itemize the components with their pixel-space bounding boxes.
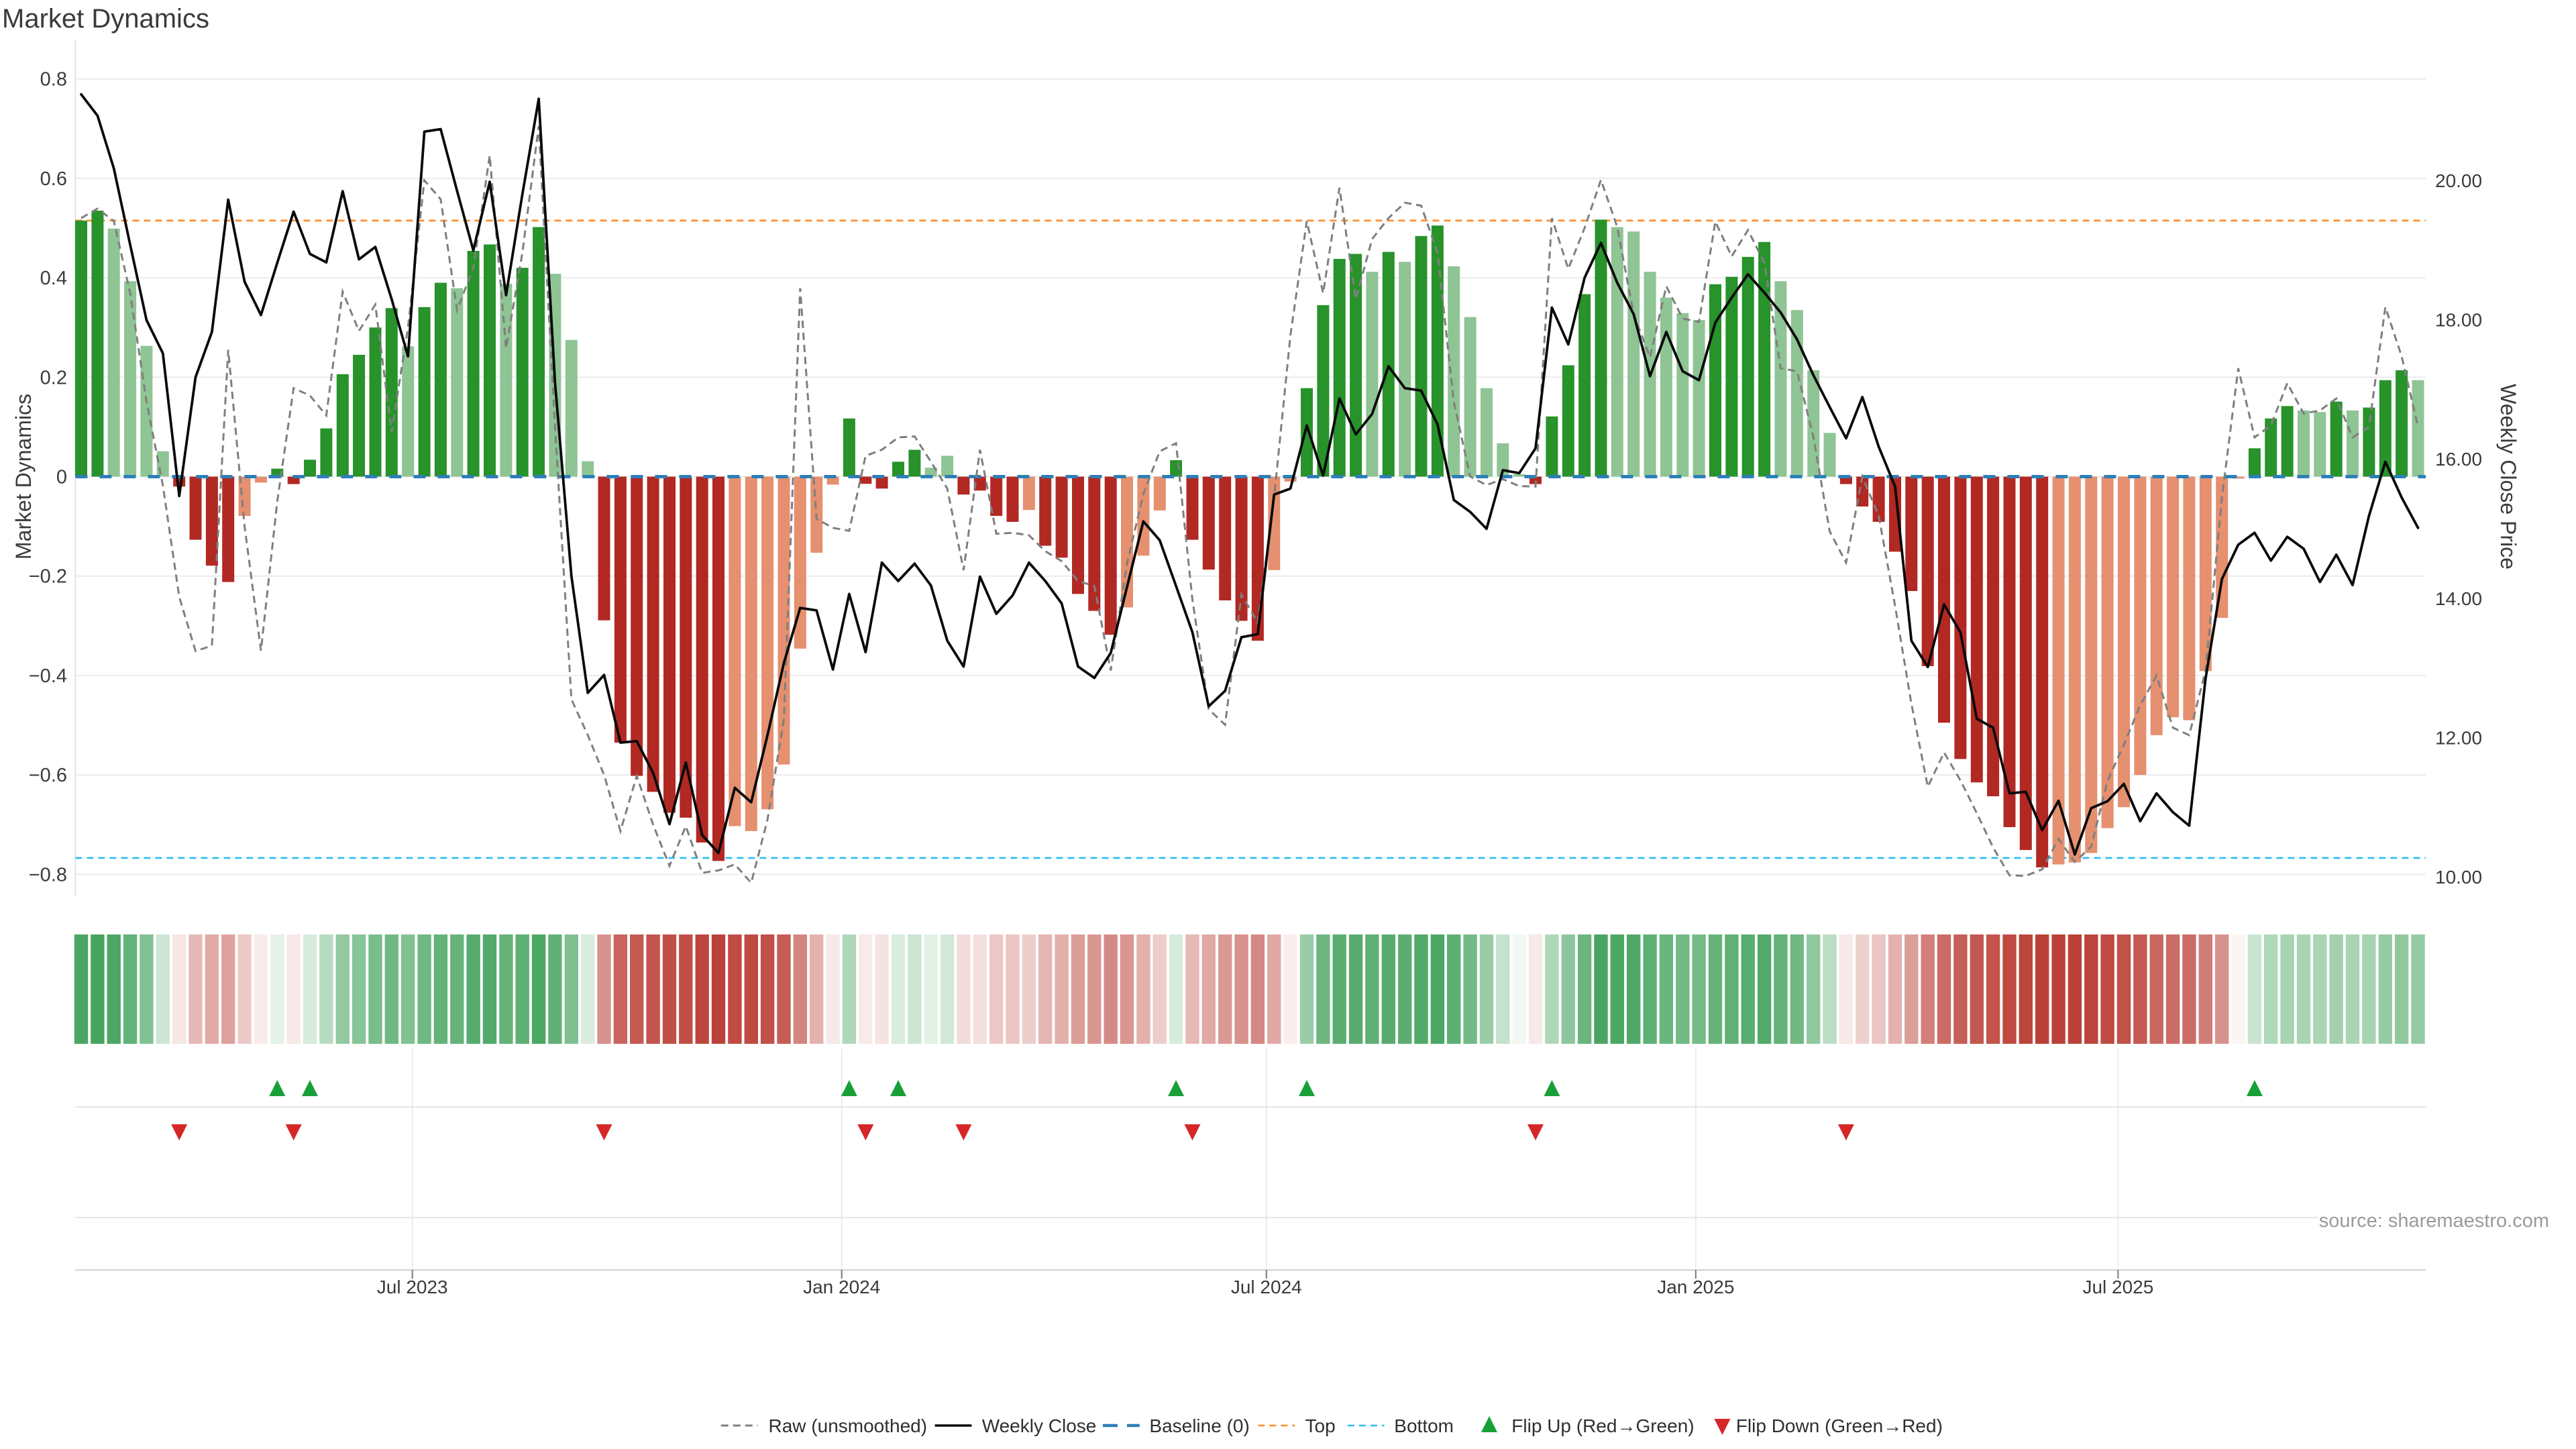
svg-text:Weekly Close: Weekly Close [982,1415,1097,1436]
svg-text:Jul 2024: Jul 2024 [1231,1277,1302,1297]
svg-text:Bottom: Bottom [1394,1415,1454,1436]
svg-text:Flip Down (Green→Red): Flip Down (Green→Red) [1736,1415,1943,1436]
svg-text:−0.6: −0.6 [29,765,67,786]
svg-text:18.00: 18.00 [2435,310,2482,331]
svg-text:source: sharemaestro.com: source: sharemaestro.com [2319,1210,2549,1232]
svg-text:−0.4: −0.4 [29,665,67,687]
svg-text:0.4: 0.4 [40,268,67,289]
svg-text:Jul 2025: Jul 2025 [2082,1277,2153,1297]
svg-text:Top: Top [1305,1415,1336,1436]
svg-text:16.00: 16.00 [2435,449,2482,470]
svg-text:Market Dynamics: Market Dynamics [2,4,209,34]
svg-text:0.8: 0.8 [40,69,67,91]
svg-text:Raw (unsmoothed): Raw (unsmoothed) [769,1415,928,1436]
svg-text:Jan 2025: Jan 2025 [1657,1277,1734,1297]
svg-text:14.00: 14.00 [2435,588,2482,609]
svg-text:Jul 2023: Jul 2023 [377,1277,448,1297]
svg-text:0.6: 0.6 [40,168,67,190]
svg-text:0.2: 0.2 [40,367,67,388]
svg-text:Flip Up (Red→Green): Flip Up (Red→Green) [1511,1415,1694,1436]
svg-text:Weekly Close Price: Weekly Close Price [2496,384,2520,570]
svg-text:12.00: 12.00 [2435,727,2482,748]
svg-text:Baseline (0): Baseline (0) [1149,1415,1249,1436]
svg-text:0: 0 [56,467,67,488]
svg-text:Market Dynamics: Market Dynamics [11,394,36,559]
svg-text:−0.2: −0.2 [29,566,67,588]
svg-text:−0.8: −0.8 [29,864,67,885]
svg-text:10.00: 10.00 [2435,867,2482,888]
svg-text:Jan 2024: Jan 2024 [803,1277,880,1297]
svg-text:20.00: 20.00 [2435,170,2482,191]
